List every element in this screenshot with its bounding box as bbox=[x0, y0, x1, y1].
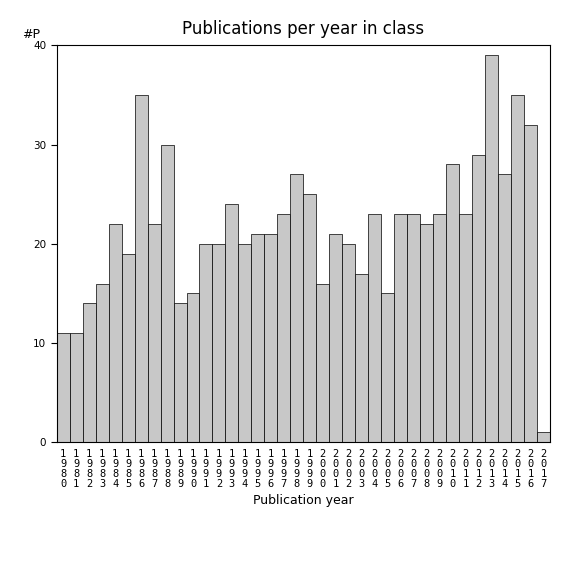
Bar bbox=[316, 284, 329, 442]
Bar bbox=[290, 175, 303, 442]
Bar bbox=[329, 234, 342, 442]
Bar bbox=[226, 204, 239, 442]
Bar bbox=[57, 333, 70, 442]
Bar bbox=[407, 214, 420, 442]
Bar bbox=[174, 303, 187, 442]
Bar bbox=[394, 214, 407, 442]
Bar bbox=[109, 224, 121, 442]
Bar bbox=[342, 244, 356, 442]
Bar bbox=[356, 274, 368, 442]
Bar bbox=[160, 145, 174, 442]
Bar bbox=[459, 214, 472, 442]
Bar bbox=[70, 333, 83, 442]
Bar bbox=[472, 155, 485, 442]
Bar bbox=[147, 224, 160, 442]
Bar bbox=[433, 214, 446, 442]
Bar bbox=[277, 214, 290, 442]
Bar bbox=[381, 294, 394, 442]
Bar bbox=[251, 234, 264, 442]
Bar bbox=[524, 125, 537, 442]
Bar bbox=[498, 175, 511, 442]
Bar bbox=[537, 433, 550, 442]
Text: #P: #P bbox=[22, 28, 40, 41]
Bar bbox=[239, 244, 251, 442]
Bar bbox=[446, 164, 459, 442]
Bar bbox=[485, 56, 498, 442]
Bar bbox=[121, 254, 134, 442]
Bar bbox=[83, 303, 96, 442]
Title: Publications per year in class: Publications per year in class bbox=[182, 20, 425, 38]
Bar bbox=[368, 214, 381, 442]
Bar bbox=[420, 224, 433, 442]
Bar bbox=[134, 95, 147, 442]
Bar bbox=[187, 294, 200, 442]
Bar bbox=[264, 234, 277, 442]
X-axis label: Publication year: Publication year bbox=[253, 494, 354, 507]
Bar bbox=[200, 244, 213, 442]
Bar bbox=[213, 244, 226, 442]
Bar bbox=[511, 95, 524, 442]
Bar bbox=[96, 284, 109, 442]
Bar bbox=[303, 194, 316, 442]
